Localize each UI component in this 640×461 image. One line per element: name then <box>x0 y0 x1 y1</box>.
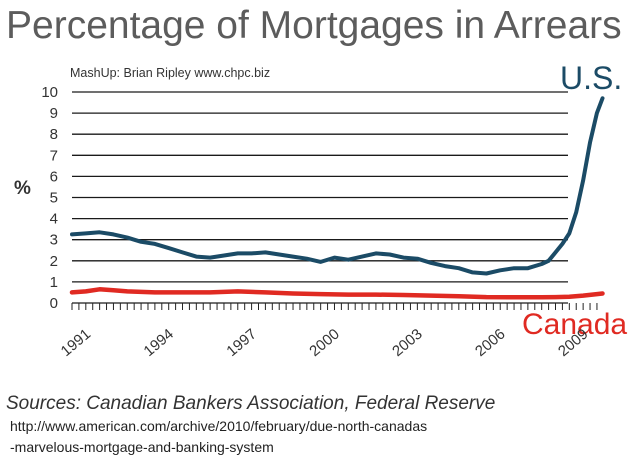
x-tick-label: 2006 <box>472 326 508 360</box>
x-tick-label: 1994 <box>141 326 177 360</box>
series-label-canada: Canada <box>522 308 628 341</box>
y-tick-label: 7 <box>50 147 58 164</box>
y-tick-label: 2 <box>50 253 58 270</box>
x-tick-label: 2009 <box>555 326 591 360</box>
series-lines <box>69 96 605 300</box>
x-tick-label: 2000 <box>306 326 342 360</box>
x-tick-label: 1991 <box>58 326 94 360</box>
y-tick-labels: 0 1 2 3 4 5 6 7 8 9 10 <box>41 84 58 312</box>
y-tick-label: 0 <box>50 295 58 312</box>
y-axis-label: % <box>14 178 31 199</box>
y-tick-label: 10 <box>41 84 58 101</box>
y-tick-label: 5 <box>50 190 58 207</box>
series-line-canada <box>69 287 605 300</box>
y-tick-label: 9 <box>50 105 58 122</box>
x-tick-label: 2003 <box>389 326 425 360</box>
x-minor-ticks <box>71 303 598 310</box>
y-tick-label: 6 <box>50 168 58 185</box>
y-tick-label: 1 <box>50 274 58 291</box>
series-label-us: U.S. <box>560 60 623 96</box>
source-url-line-2: -marvelous-mortgage-and-banking-system <box>10 439 274 455</box>
chart-title: Percentage of Mortgages in Arrears <box>6 4 622 47</box>
y-tick-label: 3 <box>50 232 58 249</box>
sources-caption: Sources: Canadian Bankers Association, F… <box>6 393 496 414</box>
series-line-us <box>70 96 605 276</box>
source-url-line-1: http://www.american.com/archive/2010/feb… <box>10 418 428 434</box>
y-tick-label: 4 <box>50 211 58 228</box>
x-tick-label: 1997 <box>223 326 259 360</box>
x-tick-labels: 1991 1994 1997 2000 2003 2006 2009 <box>58 326 592 360</box>
chart-credit: MashUp: Brian Ripley www.chpc.biz <box>70 66 271 80</box>
y-tick-label: 8 <box>50 126 58 143</box>
